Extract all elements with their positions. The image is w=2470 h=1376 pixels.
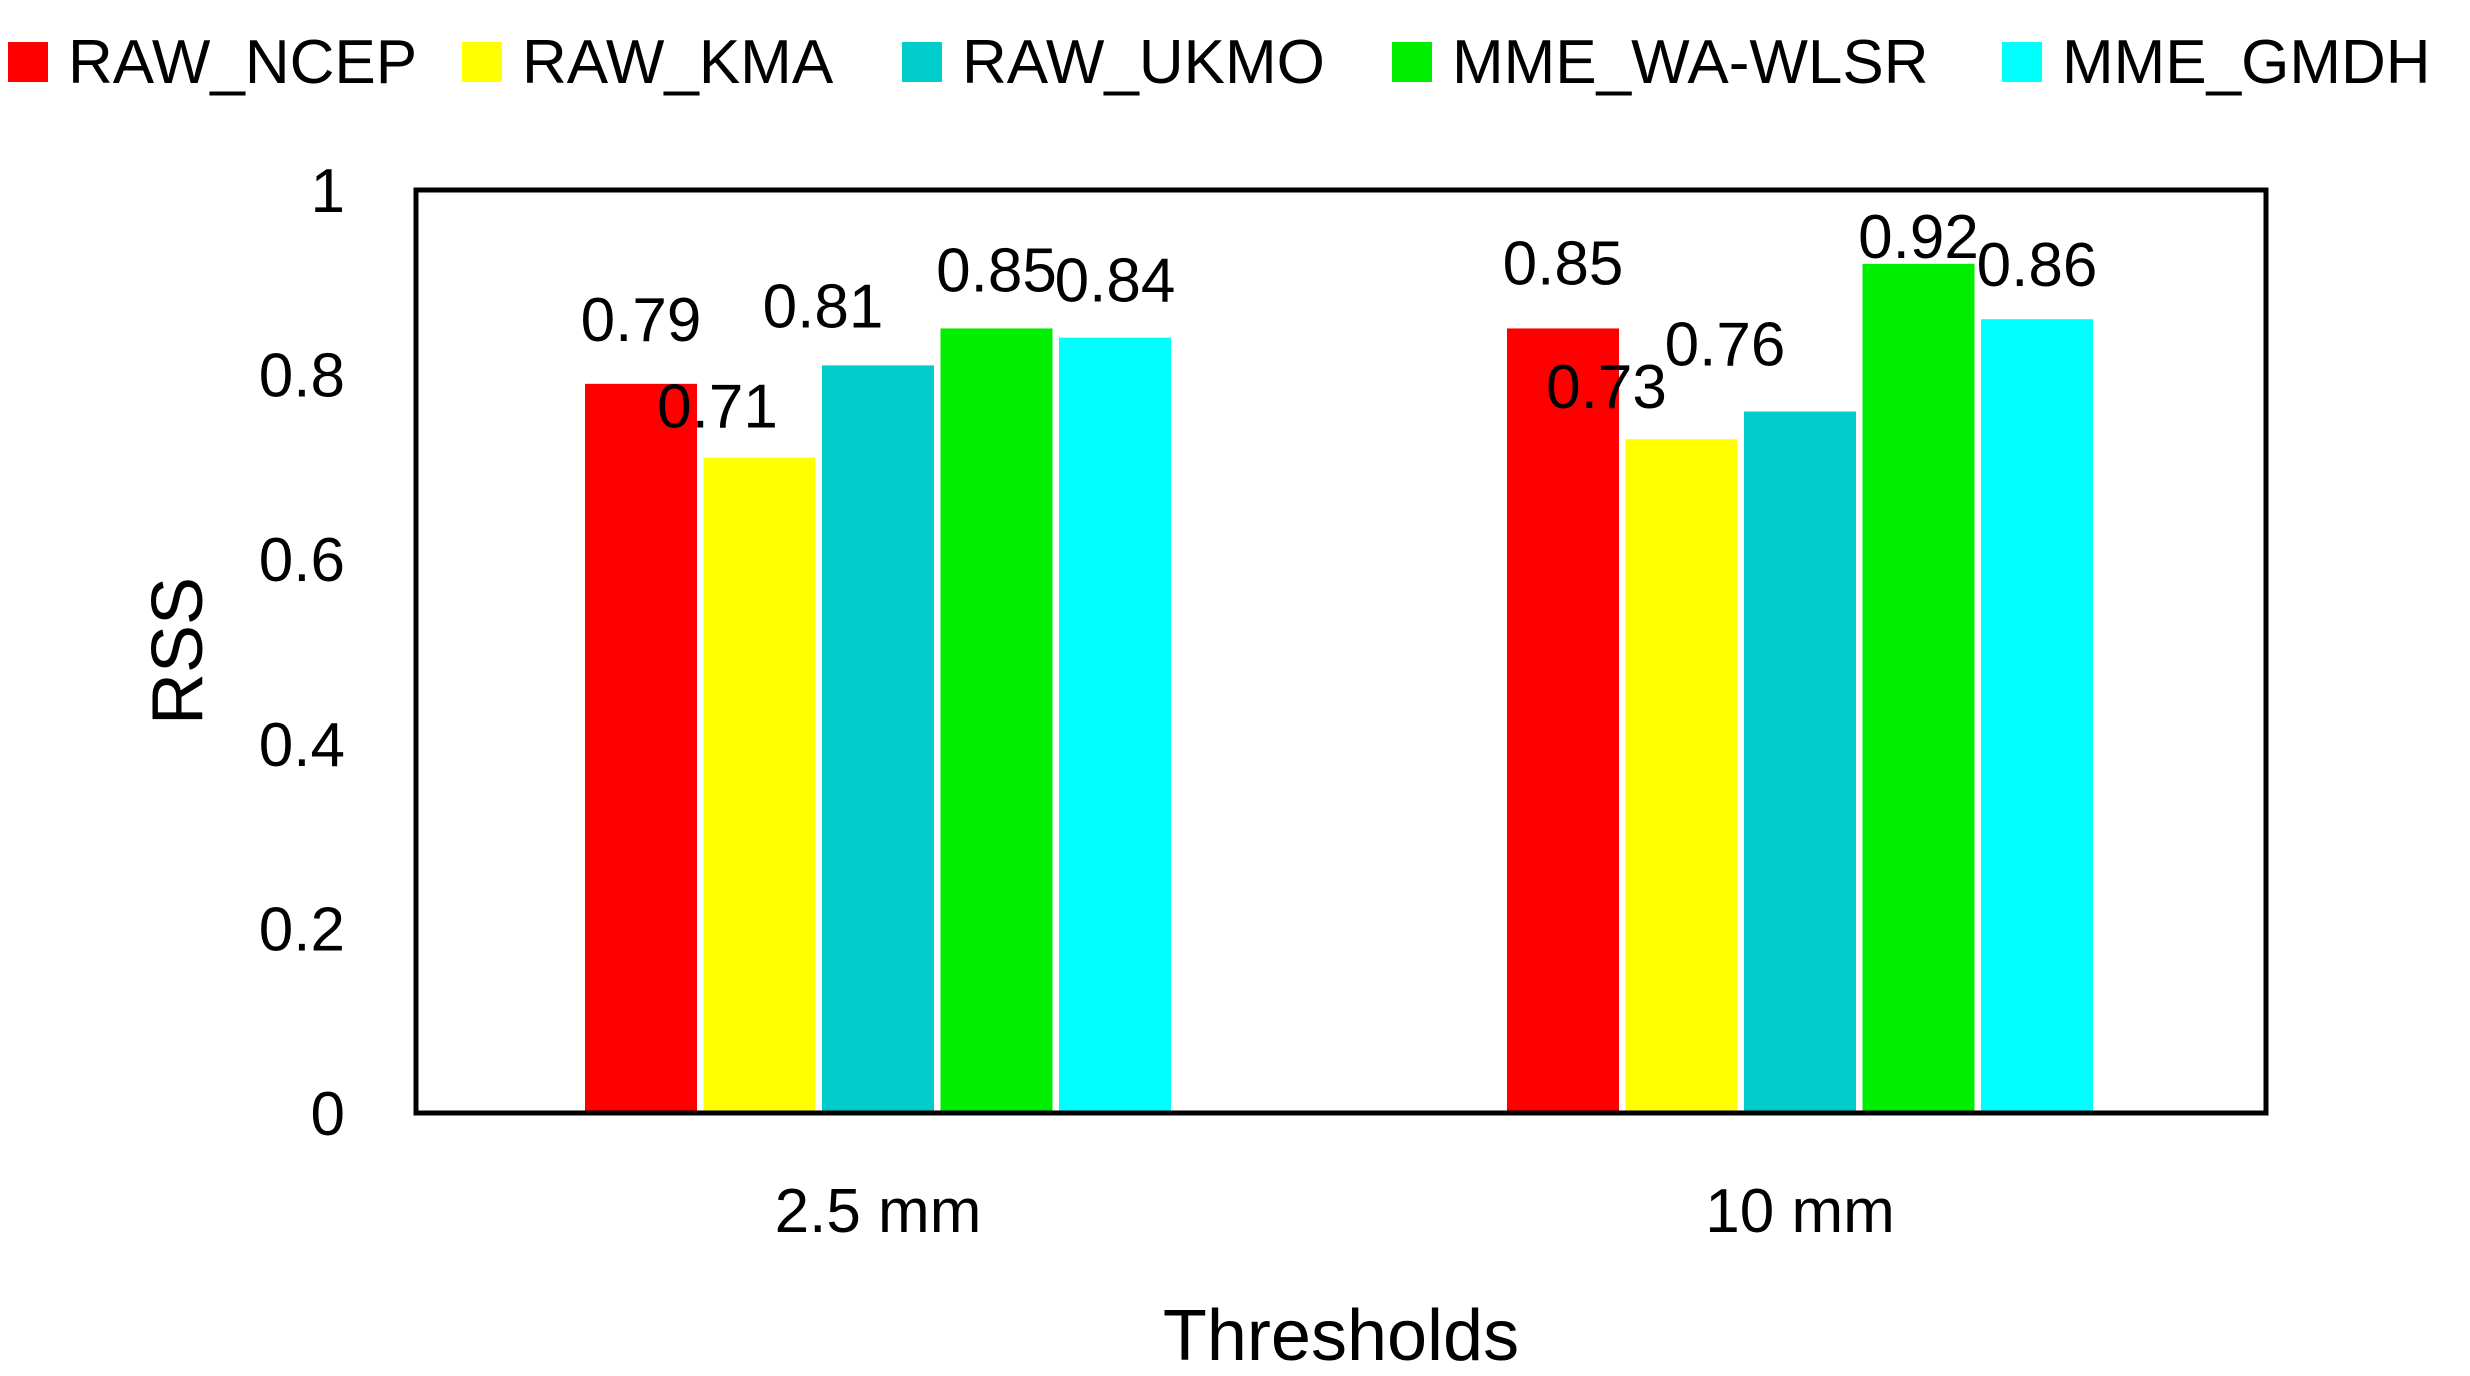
- data-label: 0.73: [1546, 353, 1667, 422]
- legend-item-1: RAW_KMA: [462, 28, 834, 97]
- bar: [1744, 411, 1856, 1113]
- legend-item-2: RAW_UKMO: [902, 28, 1325, 97]
- legend: RAW_NCEP RAW_KMA RAW_UKMO MME_WA-WLSR MME_GM…: [8, 28, 2431, 97]
- bar: [1862, 263, 1975, 1114]
- data-label: 0.81: [763, 272, 884, 341]
- legend-swatch: [8, 42, 48, 82]
- data-label: 0.85: [936, 236, 1057, 305]
- y-tick-label: 1: [311, 157, 345, 226]
- x-axis-ticks: 2.5 mm 10 mm: [775, 1177, 1895, 1246]
- x-tick-label: 10 mm: [1705, 1177, 1894, 1246]
- data-label: 0.79: [581, 286, 702, 355]
- legend-item-0: RAW_NCEP: [8, 28, 417, 97]
- data-label: 0.76: [1665, 311, 1786, 380]
- y-tick-label: 0.4: [259, 711, 345, 780]
- x-axis-title: Thresholds: [1163, 1296, 1519, 1371]
- data-label: 0.92: [1858, 203, 1979, 272]
- legend-swatch: [902, 42, 942, 82]
- y-tick-label: 0: [311, 1080, 345, 1149]
- bar: [940, 328, 1053, 1113]
- bar: [1981, 319, 2093, 1114]
- legend-swatch: [2002, 42, 2042, 82]
- legend-item-4: MME_GMDH: [2002, 28, 2431, 97]
- legend-label: RAW_NCEP: [68, 28, 417, 97]
- bar: [1507, 328, 1619, 1113]
- bar: [1059, 337, 1171, 1113]
- y-axis-title: RSS: [138, 577, 218, 725]
- legend-label: MME_WA-WLSR: [1452, 28, 1928, 97]
- legend-label: RAW_KMA: [522, 28, 834, 97]
- y-tick-label: 0.8: [259, 342, 345, 411]
- legend-swatch: [1392, 42, 1432, 82]
- data-label: 0.85: [1503, 229, 1624, 298]
- legend-label: MME_GMDH: [2062, 28, 2431, 97]
- plot-area-frame: [413, 187, 2269, 1116]
- bar: [1625, 439, 1738, 1114]
- bars: [585, 263, 2093, 1114]
- legend-swatch: [462, 42, 502, 82]
- y-tick-label: 0.2: [259, 895, 345, 964]
- legend-item-3: MME_WA-WLSR: [1392, 28, 1928, 97]
- bar: [822, 365, 934, 1113]
- y-tick-label: 0.6: [259, 526, 345, 595]
- data-label: 0.86: [1977, 231, 2098, 300]
- bar: [585, 383, 697, 1114]
- data-labels: 0.790.710.810.850.84 0.850.730.760.920.86: [581, 203, 2098, 442]
- bar: [703, 457, 816, 1113]
- data-label: 0.71: [657, 373, 778, 442]
- x-tick-label: 2.5 mm: [775, 1177, 982, 1246]
- y-axis-ticks: 0 0.2 0.4 0.6 0.8 1: [259, 157, 345, 1149]
- legend-label: RAW_UKMO: [962, 28, 1325, 97]
- data-label: 0.84: [1055, 247, 1176, 316]
